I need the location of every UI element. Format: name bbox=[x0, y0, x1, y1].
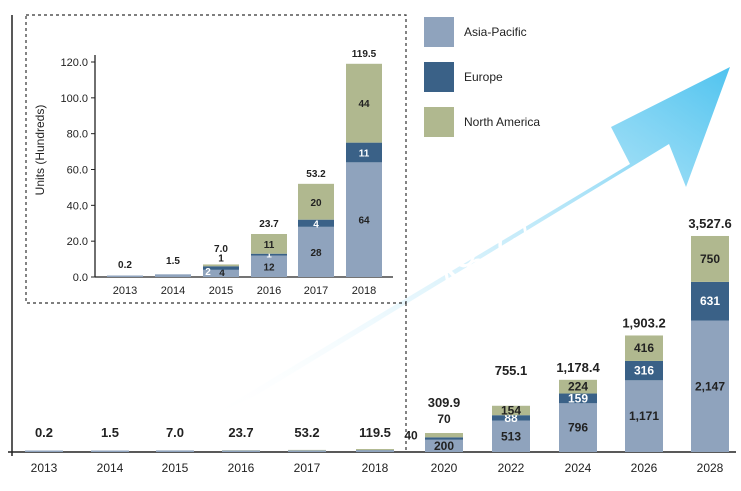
inset-y-tick-2: 40.0 bbox=[67, 200, 88, 212]
total-label-2028: 3,527.6 bbox=[688, 216, 731, 231]
legend-label-europe: Europe bbox=[464, 70, 503, 84]
total-label-2018: 119.5 bbox=[359, 425, 391, 440]
data-label-asia-pacific-2024: 796 bbox=[568, 421, 588, 435]
inset-data-label-europe-2015: 2 bbox=[205, 267, 211, 278]
inset-bar-asia-pacific-2014 bbox=[155, 274, 191, 277]
x-tick-2026: 2026 bbox=[631, 461, 658, 475]
x-tick-2013: 2013 bbox=[31, 461, 58, 475]
data-label-asia-pacific-2022: 513 bbox=[501, 429, 521, 443]
inset-bars-group: 0.0 20.0 40.0 60.0 80.0 100.0 120.0 0.2 2013 1.5 2… bbox=[60, 49, 382, 297]
legend-label-north-america: North America bbox=[464, 115, 540, 129]
data-label-north-america-2028: 750 bbox=[700, 252, 720, 266]
legend-swatch-north-america bbox=[424, 107, 454, 137]
growth-label: 48.2% bbox=[425, 180, 554, 309]
x-tick-2022: 2022 bbox=[498, 461, 525, 475]
total-label-2026: 1,903.2 bbox=[622, 315, 665, 330]
total-label-2016: 23.7 bbox=[228, 425, 253, 440]
x-tick-2016: 2016 bbox=[228, 461, 255, 475]
legend-label-asia-pacific: Asia-Pacific bbox=[464, 25, 527, 39]
inset-y-tick-5: 100.0 bbox=[60, 93, 88, 105]
inset-x-tick-2018: 2018 bbox=[352, 285, 376, 297]
legend-swatch-asia-pacific bbox=[424, 17, 454, 47]
inset-x-tick-2013: 2013 bbox=[113, 285, 137, 297]
inset-total-label-2015: 7.0 bbox=[214, 244, 228, 255]
total-label-2015: 7.0 bbox=[166, 425, 184, 440]
inset-data-label-europe-2018: 11 bbox=[359, 148, 370, 159]
total-label-2013: 0.2 bbox=[35, 425, 53, 440]
data-label-asia-pacific-2026: 1,171 bbox=[629, 409, 659, 423]
data-label-north-america-2024: 224 bbox=[568, 380, 588, 394]
x-tick-2015: 2015 bbox=[162, 461, 189, 475]
data-label-north-america-2022: 154 bbox=[501, 403, 521, 417]
total-label-2024: 1,178.4 bbox=[556, 360, 600, 375]
x-tick-2028: 2028 bbox=[697, 461, 724, 475]
inset-x-tick-2017: 2017 bbox=[304, 285, 328, 297]
bar-north-america-2018 bbox=[356, 449, 394, 450]
data-label-europe-2028: 631 bbox=[700, 294, 720, 308]
bar-asia-pacific-2014 bbox=[91, 451, 129, 453]
inset-data-label-north-america-2017: 20 bbox=[310, 198, 322, 209]
inset-x-tick-2014: 2014 bbox=[161, 285, 185, 297]
inset-y-tick-0: 0.0 bbox=[73, 272, 88, 284]
data-label-europe-2020: 40 bbox=[404, 429, 418, 443]
x-tick-2017: 2017 bbox=[294, 461, 321, 475]
legend: Asia-Pacific Europe North America bbox=[424, 17, 540, 137]
total-label-2020: 309.9 bbox=[428, 395, 461, 410]
total-label-2017: 53.2 bbox=[294, 425, 319, 440]
inset-data-label-asia-pacific-2016: 12 bbox=[263, 262, 275, 273]
total-label-2022: 755.1 bbox=[495, 363, 528, 378]
inset-x-tick-2015: 2015 bbox=[209, 285, 233, 297]
legend-swatch-europe bbox=[424, 62, 454, 92]
inset-data-label-north-america-2015: 1 bbox=[218, 253, 224, 264]
inset-y-tick-6: 120.0 bbox=[60, 57, 88, 69]
inset-x-tick-2016: 2016 bbox=[257, 285, 281, 297]
bar-asia-pacific-2015 bbox=[156, 451, 194, 453]
data-label-asia-pacific-2020: 200 bbox=[434, 439, 454, 453]
total-label-2014: 1.5 bbox=[101, 425, 119, 440]
inset-total-label-2017: 53.2 bbox=[306, 169, 326, 180]
bar-asia-pacific-2016 bbox=[222, 451, 260, 453]
inset-data-label-asia-pacific-2018: 64 bbox=[358, 216, 370, 227]
inset-y-tick-3: 60.0 bbox=[67, 165, 88, 177]
bar-europe-2020 bbox=[425, 437, 463, 439]
inset-total-label-2014: 1.5 bbox=[166, 256, 180, 267]
inset-total-label-2018: 119.5 bbox=[352, 49, 377, 60]
inset-total-label-2016: 23.7 bbox=[259, 219, 279, 230]
data-label-asia-pacific-2028: 2,147 bbox=[695, 379, 725, 393]
inset-data-label-asia-pacific-2017: 28 bbox=[310, 248, 322, 259]
bar-asia-pacific-2018 bbox=[356, 450, 394, 452]
x-tick-2024: 2024 bbox=[565, 461, 592, 475]
inset-data-label-north-america-2018: 44 bbox=[358, 99, 370, 110]
bar-asia-pacific-2013 bbox=[25, 451, 63, 453]
bar-north-america-2020 bbox=[425, 433, 463, 437]
inset-y-tick-4: 80.0 bbox=[67, 129, 88, 141]
data-label-north-america-2026: 416 bbox=[634, 341, 654, 355]
inset-data-label-europe-2017: 4 bbox=[313, 219, 319, 230]
inset-total-label-2013: 0.2 bbox=[118, 260, 132, 271]
bar-north-america-2017 bbox=[288, 450, 326, 451]
x-tick-2018: 2018 bbox=[362, 461, 389, 475]
inset-y-tick-1: 20.0 bbox=[67, 236, 88, 248]
x-tick-2014: 2014 bbox=[97, 461, 124, 475]
inset-y-axis-label: Units (Hundreds) bbox=[33, 105, 47, 196]
inset-bar-asia-pacific-2013 bbox=[107, 276, 143, 278]
x-tick-2020: 2020 bbox=[431, 461, 458, 475]
inset-bar-north-america-2015 bbox=[203, 264, 239, 266]
inset-data-label-north-america-2016: 11 bbox=[264, 240, 275, 251]
data-label-north-america-2020: 70 bbox=[437, 412, 451, 426]
data-label-europe-2026: 316 bbox=[634, 364, 654, 378]
bar-asia-pacific-2017 bbox=[288, 451, 326, 453]
